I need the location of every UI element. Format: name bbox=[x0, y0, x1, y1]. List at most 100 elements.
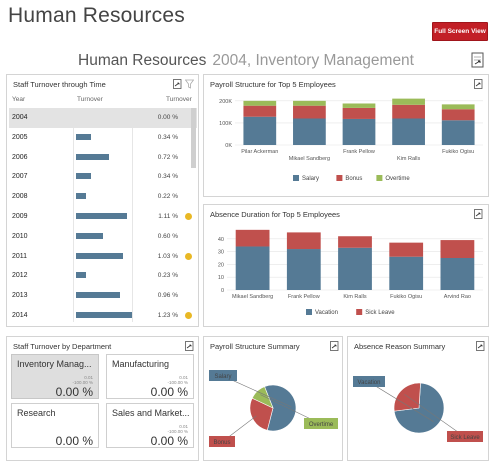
bar-sick-leave[interactable] bbox=[235, 229, 270, 247]
legend-swatch bbox=[376, 175, 383, 181]
bar-bonus[interactable] bbox=[392, 104, 425, 119]
column-header-turnover-value[interactable]: Turnover bbox=[166, 96, 192, 103]
indicator-icon bbox=[185, 312, 192, 319]
export-icon[interactable] bbox=[476, 341, 485, 351]
bar-salary[interactable] bbox=[441, 120, 475, 145]
bar-sick-leave[interactable] bbox=[286, 232, 321, 250]
turnover-value: 0.34 % bbox=[157, 133, 178, 141]
table-row[interactable]: 2011 1.03 % bbox=[9, 247, 197, 267]
label-leader-line bbox=[368, 381, 434, 422]
subtitle-detail: 2004, Inventory Management bbox=[212, 52, 414, 69]
bar-overtime[interactable] bbox=[441, 104, 475, 110]
table-row[interactable]: 2014 1.23 % bbox=[9, 306, 197, 326]
legend-swatch bbox=[306, 309, 312, 315]
department-tile[interactable]: Inventory Manag... 0.01 -100.00 % 0.00 % bbox=[11, 354, 99, 399]
turnover-bar bbox=[76, 153, 109, 160]
bar-bonus[interactable] bbox=[293, 105, 326, 119]
department-value: 0.00 % bbox=[55, 434, 93, 448]
bar-bonus[interactable] bbox=[342, 107, 376, 119]
bar-vacation[interactable] bbox=[440, 258, 475, 290]
bar-overtime[interactable] bbox=[243, 100, 277, 106]
panel-title: Absence Duration for Top 5 Employees bbox=[210, 210, 340, 219]
bar-salary[interactable] bbox=[342, 118, 376, 145]
department-value: 0.00 % bbox=[150, 385, 188, 399]
bar-overtime[interactable] bbox=[392, 98, 425, 105]
pie-slice-sick-leave[interactable] bbox=[393, 382, 421, 412]
bar-overtime[interactable] bbox=[293, 100, 326, 106]
dashboard-subtitle: Human Resources 2004, Inventory Managemen… bbox=[78, 52, 414, 70]
pie-slice-salary[interactable] bbox=[264, 384, 297, 432]
bar-overtime[interactable] bbox=[342, 103, 376, 108]
bar-vacation[interactable] bbox=[338, 247, 372, 290]
panel-title: Staff Turnover through Time bbox=[13, 80, 106, 89]
bar-vacation[interactable] bbox=[235, 246, 270, 290]
year-cell: 2013 bbox=[12, 292, 28, 300]
pie-label-box bbox=[353, 376, 385, 387]
bar-vacation[interactable] bbox=[286, 249, 321, 290]
x-tick-label: Mikael Sandberg bbox=[232, 294, 273, 300]
table-row[interactable]: 2006 0.72 % bbox=[9, 148, 197, 168]
panel-title: Payroll Structure for Top 5 Employees bbox=[210, 80, 336, 89]
turnover-bar bbox=[76, 133, 92, 140]
department-tile[interactable]: Research 0.00 % bbox=[11, 403, 99, 448]
export-icon[interactable] bbox=[474, 79, 483, 89]
turnover-bar bbox=[76, 252, 123, 259]
table-row[interactable]: 2009 1.11 % bbox=[9, 207, 197, 227]
export-icon[interactable] bbox=[173, 79, 182, 89]
y-tick-label: 10 bbox=[218, 275, 224, 281]
x-tick-label: Kim Ralls bbox=[397, 156, 420, 162]
indicator-icon bbox=[185, 252, 192, 260]
absence-bar-chart: 40 30 20 10 0 Mikael Sandberg Frank Pellow Kim … bbox=[218, 229, 483, 316]
table-row[interactable]: 2005 0.34 % bbox=[9, 128, 197, 148]
year-cell: 2009 bbox=[12, 213, 28, 220]
turnover-value: 1.03 % bbox=[157, 252, 178, 260]
bar-salary[interactable] bbox=[392, 118, 425, 146]
subtitle-main: Human Resources bbox=[78, 52, 207, 69]
bar-bonus[interactable] bbox=[243, 105, 277, 117]
pie-slice-bonus[interactable] bbox=[249, 397, 274, 431]
pie-label-box bbox=[209, 436, 235, 447]
export-icon[interactable] bbox=[470, 52, 486, 68]
pie-label: Bonus bbox=[213, 440, 230, 446]
panel-title: Staff Turnover by Department bbox=[13, 342, 112, 351]
department-tile[interactable]: Sales and Market... 0.01 -100.00 % 0.00 % bbox=[106, 403, 194, 448]
year-cell: 2011 bbox=[12, 252, 28, 260]
pie-label-box bbox=[304, 418, 338, 429]
table-row[interactable]: 2007 0.34 % bbox=[9, 167, 197, 187]
bar-sick-leave[interactable] bbox=[389, 242, 424, 257]
bar-salary[interactable] bbox=[293, 118, 326, 146]
table-row[interactable]: 2010 0.60 % bbox=[9, 227, 197, 247]
y-tick-label: 40 bbox=[218, 237, 224, 243]
clear-filter-icon[interactable] bbox=[185, 79, 194, 89]
department-name: Manufacturing bbox=[112, 359, 170, 369]
year-cell: 2014 bbox=[12, 312, 28, 319]
bar-vacation[interactable] bbox=[389, 256, 424, 290]
table-row[interactable]: 2012 0.23 % bbox=[9, 266, 197, 286]
export-icon[interactable] bbox=[185, 341, 194, 351]
table-row[interactable]: 2008 0.22 % bbox=[9, 187, 197, 207]
legend-swatch bbox=[293, 175, 299, 181]
x-tick-label: Kim Ralls bbox=[343, 294, 366, 300]
column-header-year[interactable]: Year bbox=[12, 96, 26, 103]
export-icon[interactable] bbox=[474, 209, 483, 219]
bar-sick-leave[interactable] bbox=[440, 240, 475, 258]
bar-salary[interactable] bbox=[243, 116, 277, 145]
year-cell: 2006 bbox=[12, 153, 28, 161]
full-screen-view-button[interactable]: Full Screen View bbox=[432, 22, 488, 41]
bar-bonus[interactable] bbox=[441, 109, 475, 121]
x-tick-label: Frank Pellow bbox=[343, 149, 375, 155]
y-tick-label: 30 bbox=[218, 250, 224, 256]
scrollbar-thumb[interactable] bbox=[191, 108, 196, 168]
export-icon[interactable] bbox=[330, 341, 339, 351]
bar-sick-leave[interactable] bbox=[338, 236, 372, 248]
department-tile[interactable]: Manufacturing 0.01 -100.00 % 0.00 % bbox=[106, 354, 194, 399]
legend-label: Sick Leave bbox=[365, 310, 395, 316]
year-cell: 2008 bbox=[12, 193, 28, 201]
department-value: 0.00 % bbox=[150, 434, 188, 448]
page-title: Human Resources bbox=[8, 4, 185, 27]
payroll-bar-chart: 200K 100K 0K Pilar Ackerman Mikael Sandberg F… bbox=[219, 98, 483, 182]
column-header-turnover-bar[interactable]: Turnover bbox=[77, 96, 103, 103]
table-row[interactable]: 2004 0.00 % bbox=[9, 108, 197, 128]
year-cell: 2005 bbox=[12, 133, 28, 141]
table-row[interactable]: 2013 0.96 % bbox=[9, 286, 197, 306]
